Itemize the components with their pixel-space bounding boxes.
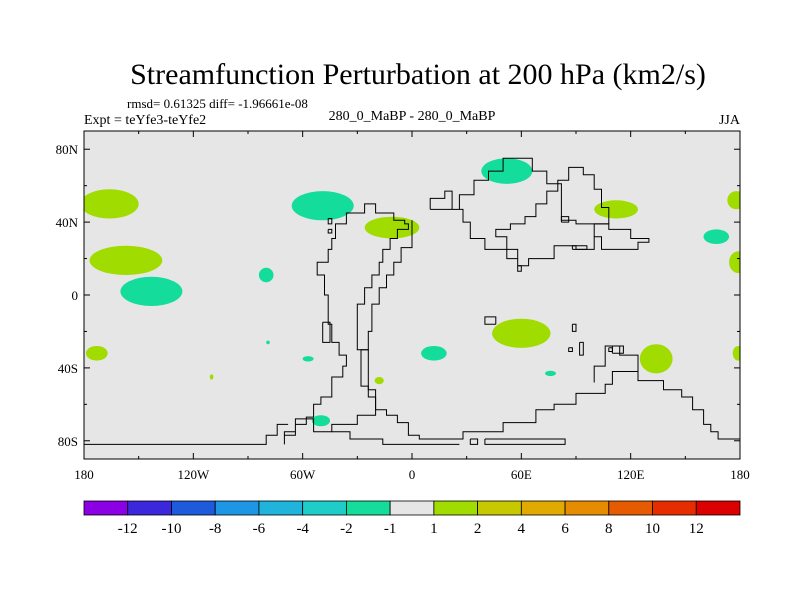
colorbar-label-7: 1: [430, 521, 438, 537]
coastline-island-2: [327, 218, 333, 225]
colorbar-box-2: [171, 500, 216, 516]
anomaly-region-15: [545, 370, 556, 377]
anomaly-region-13: [481, 158, 533, 184]
coastline-east-asia: [495, 166, 610, 259]
coastline-ice-2: [484, 438, 566, 445]
anomaly-region-5: [266, 340, 270, 345]
anomaly-region-1: [89, 245, 163, 275]
anomaly-region-2: [120, 276, 183, 306]
colorbar-box-11: [564, 500, 610, 516]
colorbar-box-1: [127, 500, 172, 516]
anomaly-region-12: [421, 346, 447, 361]
anomaly-region-20: [729, 251, 740, 274]
colorbar-label-11: 8: [605, 521, 613, 537]
colorbar-box-9: [477, 500, 522, 516]
colorbar-box-3: [214, 500, 260, 516]
stats-subtitle: rmsd= 0.61325 diff= -1.96661e-08: [127, 96, 308, 111]
anomaly-region-3: [85, 346, 108, 361]
x-tick-label-5: 120E: [617, 467, 645, 482]
left-subtitle: Expt = teYfe3-teYfe2: [84, 113, 206, 128]
y-tick-label-0: 80N: [56, 142, 79, 157]
colorbar-label-1: -10: [162, 521, 182, 537]
y-tick-label-1: 40N: [56, 215, 79, 230]
colorbar-box-7: [389, 500, 435, 516]
coastline-south-asia: [484, 316, 497, 325]
colorbar-label-2: -8: [209, 521, 222, 537]
y-tick-label-3: 40S: [58, 361, 78, 376]
anomaly-region-21: [732, 346, 740, 361]
x-tick-label-3: 0: [409, 467, 416, 482]
x-tick-label-4: 60E: [511, 467, 532, 482]
colorbar-box-4: [258, 500, 304, 516]
chart-title: Streamfunction Perturbation at 200 hPa (…: [130, 58, 706, 91]
colorbar-label-9: 4: [518, 521, 526, 537]
coastline-island-8: [517, 265, 522, 272]
anomaly-region-11: [311, 415, 330, 427]
anomaly-region-4: [258, 267, 274, 283]
coastline-island-6: [608, 347, 613, 352]
anomaly-region-16: [594, 200, 638, 219]
colorbar-box-8: [433, 500, 478, 516]
center-subtitle: 280_0_MaBP - 280_0_MaBP: [329, 109, 496, 124]
anomaly-region-6: [209, 374, 214, 380]
anomaly-region-0: [84, 189, 139, 219]
x-tick-label-0: 180: [74, 467, 94, 482]
coastline-africa-west: [360, 220, 740, 440]
coastline-antarctic-west: [331, 431, 460, 445]
colorbar-label-8: 2: [474, 521, 482, 537]
coastline-ice-1: [469, 438, 479, 445]
anomaly-region-19: [727, 191, 740, 210]
coastline-island-5: [568, 347, 573, 352]
colorbar-label-10: 6: [561, 521, 569, 537]
colorbar-label-5: -2: [340, 521, 353, 537]
colorbar-label-4: -4: [296, 521, 309, 537]
colorbar-box-14: [695, 500, 741, 516]
y-tick-label-4: 80S: [58, 434, 78, 449]
colorbar-box-13: [652, 500, 697, 516]
colorbar-box-6: [345, 500, 391, 516]
coastline-island-3: [327, 228, 333, 234]
anomaly-region-7: [291, 191, 354, 221]
coastline-island-4: [571, 323, 577, 332]
coastline-antarctic-line: [84, 423, 289, 445]
x-tick-label-1: 120W: [177, 467, 210, 482]
colorbar-label-6: -1: [384, 521, 397, 537]
coastline-island-7: [560, 216, 570, 223]
coastline-arctic-line: [571, 245, 588, 250]
coastline-eurasia-africa: [429, 157, 650, 267]
colorbar-box-5: [302, 500, 347, 516]
anomaly-region-17: [639, 344, 673, 374]
colorbar-label-0: -12: [118, 521, 138, 537]
colorbar-label-3: -6: [253, 521, 266, 537]
anomaly-region-9: [302, 356, 314, 362]
colorbar-label-12: 10: [645, 521, 660, 537]
anomaly-region-10: [374, 377, 384, 385]
anomaly-region-18: [703, 229, 730, 244]
colorbar-label-13: 12: [689, 521, 704, 537]
plot-background: [84, 131, 740, 459]
colorbar-box-10: [520, 500, 566, 516]
x-tick-label-6: 180: [730, 467, 750, 482]
coastline-island-1: [322, 321, 331, 343]
right-subtitle: JJA: [719, 113, 741, 128]
colorbar-box-12: [608, 500, 653, 516]
anomaly-region-8: [364, 216, 420, 239]
x-tick-label-2: 60W: [290, 467, 316, 482]
colorbar-box-0: [83, 500, 129, 516]
y-tick-label-2: 0: [72, 288, 79, 303]
anomaly-region-14: [492, 318, 551, 348]
coastline-indian-island: [579, 341, 584, 356]
